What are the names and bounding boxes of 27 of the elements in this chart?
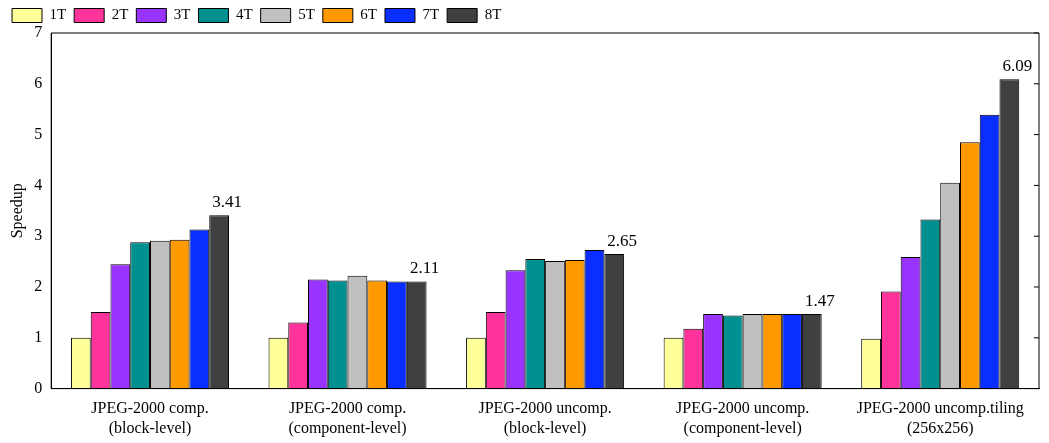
data-label: 6.09 [1002,56,1033,76]
legend-label: 8T [484,6,502,23]
data-label: 2.65 [607,230,638,250]
data-label: 1.47 [804,290,836,310]
x-tick-label: JPEG-2000 uncomp.tiling (256x256) [856,399,1024,437]
y-tick-label: 4 [34,175,43,193]
legend-label: 1T [49,6,67,23]
x-tick-label: JPEG-2000 comp. (block-level) [91,399,209,437]
data-label: 2.11 [410,258,440,278]
legend-label: 3T [173,6,191,23]
y-tick-label: 0 [34,378,43,396]
x-tick-label: JPEG-2000 comp. (component-level) [288,399,407,437]
x-tick-label: JPEG-2000 uncomp. (block-level) [478,399,612,437]
y-tick-label: 6 [34,74,43,91]
y-tick-label: 1 [34,328,43,345]
legend-label: 6T [360,6,377,23]
legend-label: 7T [422,6,440,23]
legend-label: 4T [235,6,253,23]
y-tick-label: 7 [34,23,43,41]
y-tick-label: 3 [34,226,43,244]
legend-label: 2T [111,6,129,23]
data-label: 3.41 [212,192,242,212]
x-tick-label: JPEG-2000 uncomp. (component-level) [676,399,810,437]
legend-label: 5T [298,6,315,23]
y-tick-label: 2 [34,277,43,295]
y-tick-label: 5 [34,124,43,142]
y-axis-title: Speedup [7,183,26,239]
